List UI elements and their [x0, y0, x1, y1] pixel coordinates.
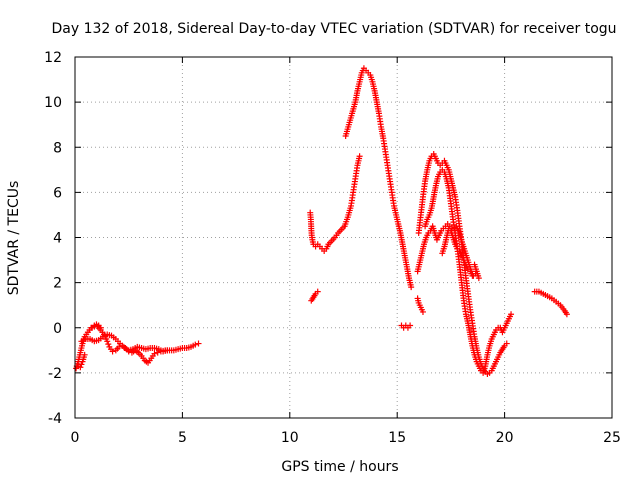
data-point [356, 153, 363, 160]
x-tick-label: 15 [388, 430, 406, 446]
data-point [407, 322, 414, 329]
data-point [77, 364, 84, 371]
y-tick-label: 10 [44, 95, 62, 111]
x-tick-label: 0 [71, 430, 80, 446]
data-point [151, 350, 158, 357]
chart-title: Day 132 of 2018, Sidereal Day-to-day VTE… [51, 21, 616, 37]
y-tick-label: -4 [48, 411, 62, 427]
data-point [563, 311, 570, 318]
data-point [97, 324, 104, 331]
data-point [105, 341, 112, 348]
y-tick-label: -2 [48, 366, 62, 382]
y-tick-label: 2 [53, 276, 62, 292]
data-point [78, 361, 85, 368]
data-point [419, 308, 426, 315]
data-point [154, 349, 161, 356]
plot-frame [74, 56, 613, 419]
y-tick-label: 4 [53, 231, 62, 247]
data-point [195, 340, 202, 347]
data-point [475, 275, 482, 282]
y-axis-label: SDTVAR / TECUs [6, 181, 22, 296]
y-tick-label: 12 [44, 50, 62, 66]
data-point [81, 351, 88, 358]
data-point [508, 311, 515, 318]
data-point [104, 338, 111, 345]
tick-labels: 0 5 10 15 20 25 -4 -2 0 2 4 6 8 10 12 [44, 50, 621, 446]
x-tick-label: 20 [496, 430, 514, 446]
x-tick-label: 25 [603, 430, 621, 446]
grid-lines [75, 57, 612, 418]
x-axis-label: GPS time / hours [281, 459, 398, 475]
y-tick-label: 8 [53, 140, 62, 156]
y-tick-label: 6 [53, 185, 62, 201]
data-point [503, 340, 510, 347]
data-series-sdtvar [73, 65, 570, 378]
x-tick-label: 10 [281, 430, 299, 446]
data-point [408, 284, 415, 291]
data-point [314, 288, 321, 295]
data-point [109, 348, 116, 355]
data-point [164, 347, 171, 354]
x-tick-label: 5 [178, 430, 187, 446]
data-point [469, 272, 476, 279]
data-point [192, 341, 199, 348]
y-tick-label: 0 [53, 321, 62, 337]
